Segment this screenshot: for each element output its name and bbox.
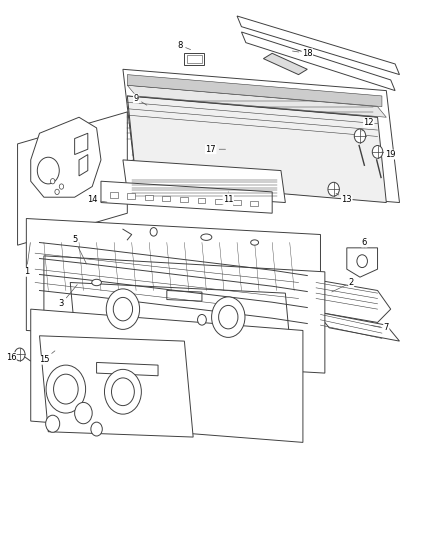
Circle shape — [150, 228, 157, 236]
Polygon shape — [315, 312, 399, 341]
Circle shape — [104, 369, 141, 414]
Circle shape — [211, 297, 244, 337]
Circle shape — [113, 297, 132, 321]
Circle shape — [55, 189, 59, 195]
Polygon shape — [123, 69, 399, 203]
FancyBboxPatch shape — [162, 196, 170, 201]
Ellipse shape — [92, 279, 101, 286]
Circle shape — [106, 289, 139, 329]
Polygon shape — [26, 219, 320, 346]
Text: 1: 1 — [24, 243, 30, 276]
Text: 12: 12 — [361, 118, 373, 131]
Text: 6: 6 — [361, 238, 366, 248]
Circle shape — [37, 157, 59, 184]
Circle shape — [218, 305, 237, 329]
Text: 13: 13 — [335, 193, 351, 204]
Circle shape — [91, 422, 102, 436]
Circle shape — [46, 365, 85, 413]
FancyBboxPatch shape — [232, 200, 240, 205]
Polygon shape — [263, 53, 307, 75]
FancyBboxPatch shape — [215, 199, 223, 204]
Circle shape — [111, 378, 134, 406]
FancyBboxPatch shape — [145, 195, 152, 200]
Circle shape — [53, 374, 78, 404]
Text: 14: 14 — [87, 196, 107, 204]
Polygon shape — [96, 362, 158, 376]
FancyBboxPatch shape — [127, 193, 135, 199]
Circle shape — [327, 182, 339, 196]
Circle shape — [371, 146, 382, 158]
Circle shape — [197, 314, 206, 325]
Polygon shape — [166, 290, 201, 301]
Polygon shape — [31, 309, 302, 442]
Circle shape — [59, 184, 64, 189]
Polygon shape — [18, 112, 127, 245]
Circle shape — [14, 348, 25, 361]
Polygon shape — [272, 341, 293, 356]
Ellipse shape — [200, 234, 211, 240]
Polygon shape — [44, 256, 324, 373]
Circle shape — [50, 179, 55, 184]
Text: 17: 17 — [205, 145, 225, 154]
Text: 8: 8 — [177, 41, 190, 50]
FancyBboxPatch shape — [110, 192, 117, 198]
Circle shape — [353, 129, 365, 143]
Text: 18: 18 — [292, 49, 312, 58]
Text: 5: 5 — [72, 236, 86, 264]
Polygon shape — [311, 280, 390, 322]
Polygon shape — [70, 282, 289, 341]
Ellipse shape — [250, 240, 258, 245]
Polygon shape — [101, 181, 272, 213]
Polygon shape — [123, 160, 285, 203]
Text: 16: 16 — [6, 353, 20, 361]
FancyBboxPatch shape — [180, 197, 187, 202]
Circle shape — [356, 255, 367, 268]
Polygon shape — [127, 75, 381, 107]
Polygon shape — [241, 32, 394, 91]
Polygon shape — [79, 155, 88, 176]
Polygon shape — [186, 55, 201, 63]
Text: 19: 19 — [381, 150, 395, 159]
Polygon shape — [39, 336, 193, 437]
Text: 15: 15 — [39, 351, 55, 364]
Text: 7: 7 — [371, 324, 388, 332]
Polygon shape — [127, 96, 385, 203]
Circle shape — [46, 415, 60, 432]
Text: 11: 11 — [223, 192, 233, 204]
FancyBboxPatch shape — [250, 201, 258, 206]
Polygon shape — [237, 16, 399, 75]
Polygon shape — [31, 117, 101, 197]
Text: 2: 2 — [331, 278, 353, 292]
Polygon shape — [184, 53, 204, 65]
Polygon shape — [127, 85, 385, 117]
FancyBboxPatch shape — [197, 198, 205, 203]
Polygon shape — [74, 133, 88, 155]
Text: 3: 3 — [59, 285, 77, 308]
Text: 9: 9 — [133, 94, 147, 105]
Polygon shape — [346, 248, 377, 277]
Circle shape — [74, 402, 92, 424]
